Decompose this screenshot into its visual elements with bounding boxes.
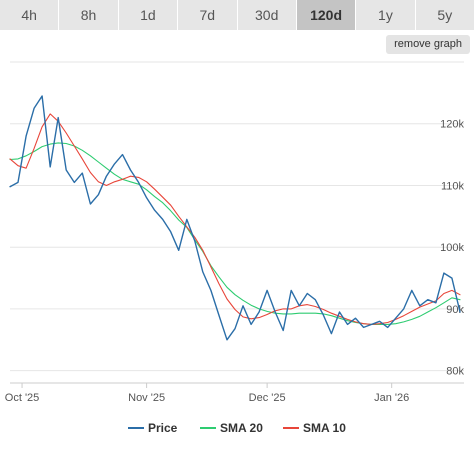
tab-8h[interactable]: 8h xyxy=(59,0,119,30)
time-range-tabs: 4h 8h 1d 7d 30d 120d 1y 5y xyxy=(0,0,474,30)
price-line xyxy=(9,95,461,341)
x-tick-label: Nov '25 xyxy=(128,392,165,404)
sma-10-line xyxy=(9,113,461,325)
tab-120d[interactable]: 120d xyxy=(296,0,357,30)
tab-5y[interactable]: 5y xyxy=(415,0,474,30)
tab-1y[interactable]: 1y xyxy=(356,0,416,30)
x-tick-label: Oct '25 xyxy=(5,392,40,404)
sma-20-line xyxy=(9,142,461,325)
y-tick-label: 80k xyxy=(446,366,464,378)
y-tick-label: 90k xyxy=(446,304,464,316)
remove-graph-button[interactable]: remove graph xyxy=(386,35,470,54)
legend-label-sma-20: SMA 20 xyxy=(220,421,263,435)
x-tick-label: Jan '26 xyxy=(374,392,409,404)
y-tick-label: 110k xyxy=(441,180,465,192)
y-tick-label: 100k xyxy=(440,242,464,254)
tab-1d[interactable]: 1d xyxy=(118,0,179,30)
legend-label-sma-10: SMA 10 xyxy=(303,421,346,435)
x-tick-label: Dec '25 xyxy=(249,392,286,404)
tab-30d[interactable]: 30d xyxy=(237,0,297,30)
legend-label-price: Price xyxy=(148,421,178,435)
tab-4h[interactable]: 4h xyxy=(0,0,60,30)
y-tick-label: 120k xyxy=(440,119,464,131)
tab-7d[interactable]: 7d xyxy=(178,0,238,30)
